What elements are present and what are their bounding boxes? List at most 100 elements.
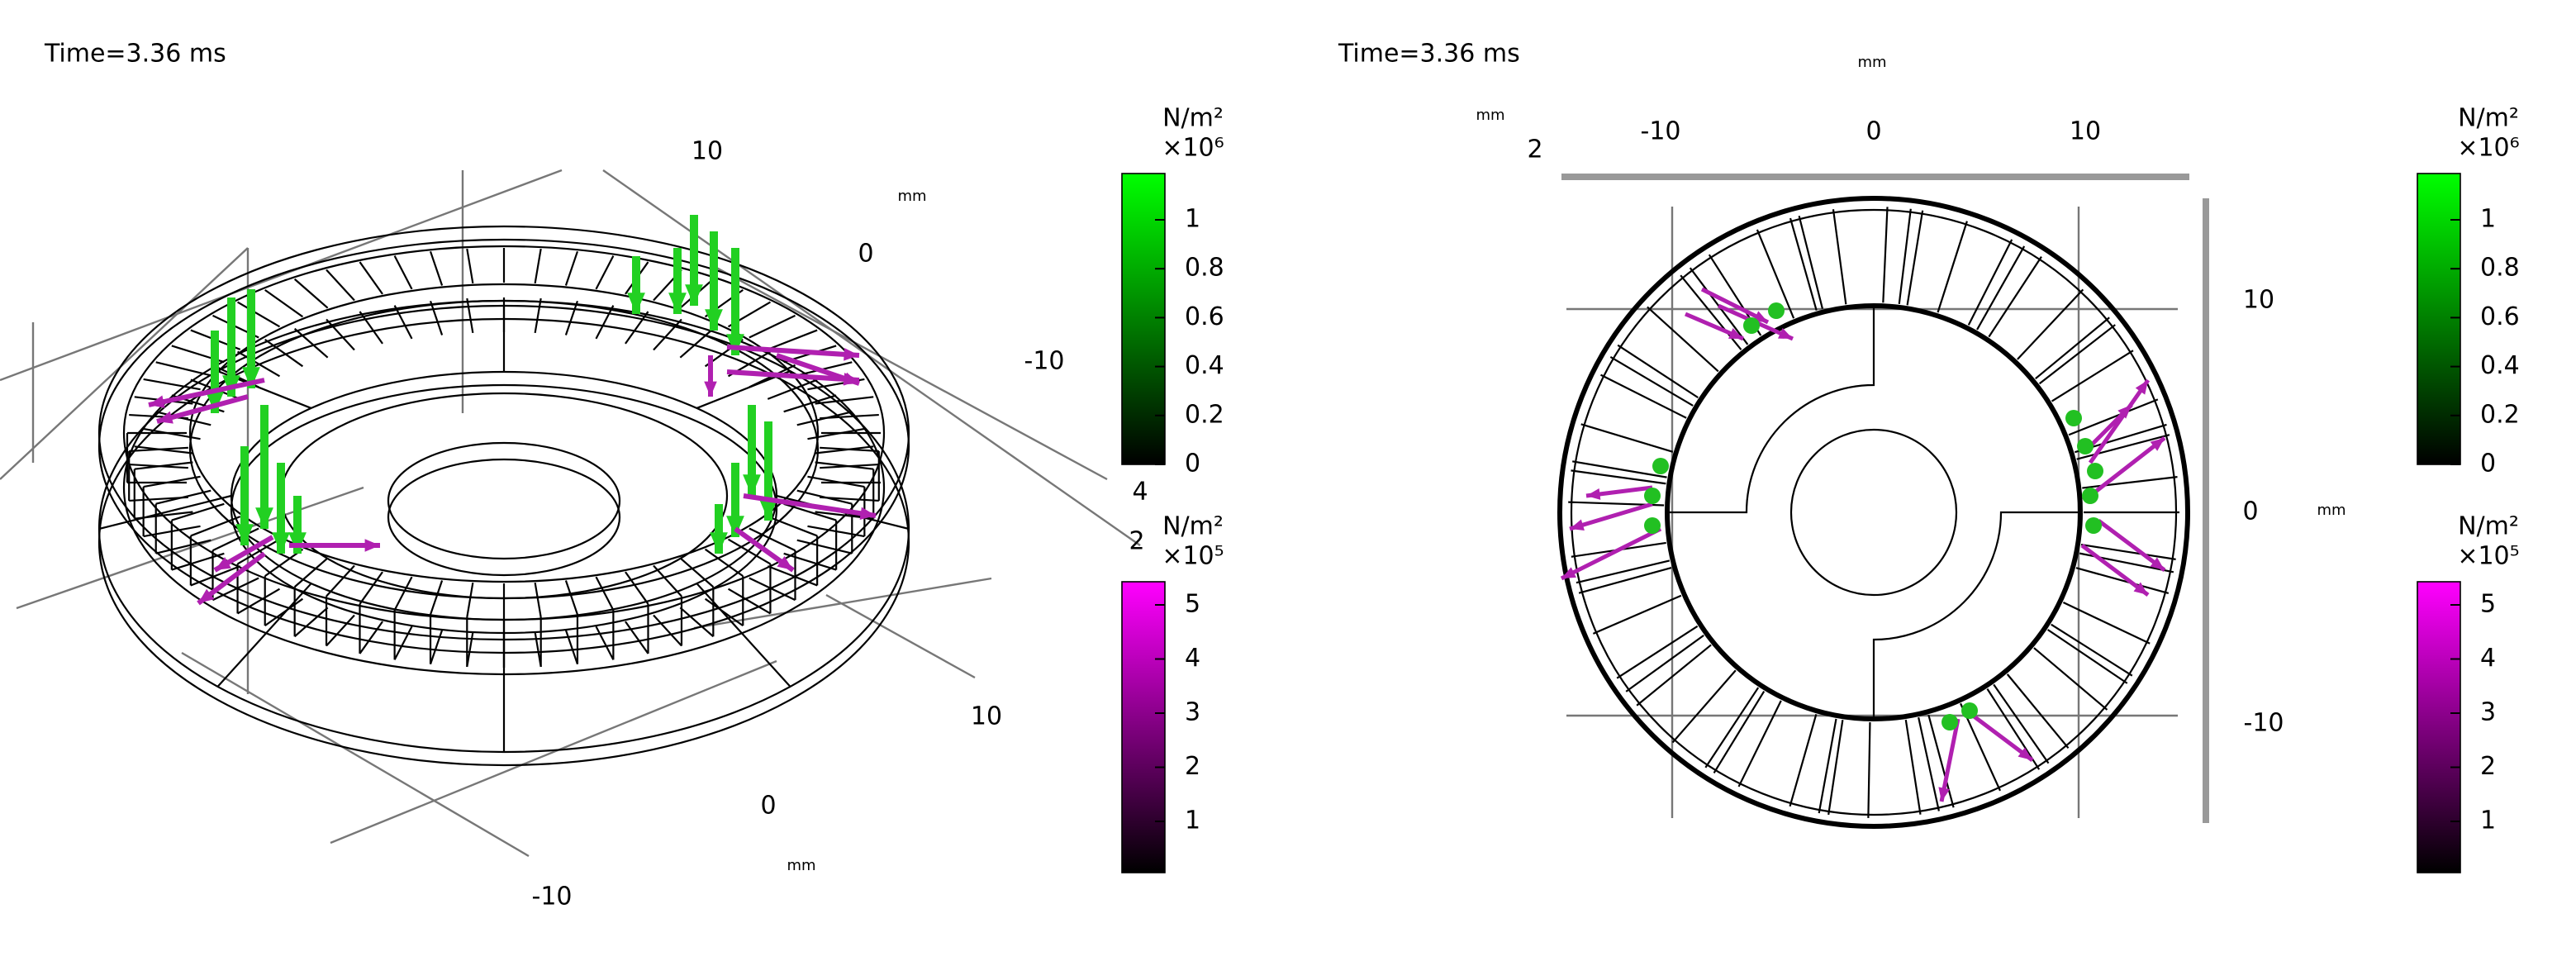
tooth <box>679 327 715 359</box>
colorbar-unit: N/m² <box>1162 104 1224 133</box>
tooth <box>815 445 874 454</box>
tooth <box>2038 324 2116 385</box>
arrow-head <box>242 367 260 388</box>
tooth <box>429 250 444 286</box>
colorbar-tick-label: 1 <box>2480 205 2496 234</box>
tooth <box>1609 356 1694 407</box>
tooth <box>359 621 383 654</box>
tooth <box>429 630 444 665</box>
force-dot <box>2065 410 2082 426</box>
force-arrow <box>1939 718 1961 802</box>
tooth <box>1578 566 1672 594</box>
tooth <box>1904 719 1922 815</box>
tooth <box>1636 644 1712 707</box>
tooth <box>815 396 874 405</box>
tooth <box>727 538 771 565</box>
tooth <box>796 361 853 377</box>
tooth <box>749 314 796 339</box>
axis-label: mm <box>1857 54 1886 71</box>
tooth <box>595 255 615 290</box>
tooth <box>429 300 444 335</box>
arrow-head <box>627 293 645 314</box>
tooth <box>129 496 188 502</box>
tooth <box>796 489 853 505</box>
tooth <box>171 502 225 521</box>
tooth <box>264 288 304 318</box>
tooth <box>1927 714 1955 808</box>
tooth <box>2051 623 2133 677</box>
tooth <box>393 305 413 340</box>
tooth <box>1798 215 1824 309</box>
colorbar-tick-label: 0.8 <box>2480 254 2520 283</box>
tooth <box>359 261 383 295</box>
arrow-head <box>2133 582 2148 595</box>
spoke <box>216 583 312 688</box>
time-label: Time=3.36 ms <box>44 40 226 69</box>
tooth <box>820 463 879 469</box>
force-dot <box>2082 488 2098 504</box>
axis-bar <box>2203 198 2209 823</box>
force-dot <box>2077 438 2094 454</box>
axis-label: 2 <box>1129 527 1144 556</box>
tooth <box>1906 210 1924 306</box>
colorbar-tick-label: 5 <box>2480 590 2496 619</box>
axis-line <box>825 593 976 679</box>
tooth <box>2082 476 2178 489</box>
tooth <box>564 580 579 616</box>
tooth <box>212 527 259 552</box>
tooth <box>1937 221 1968 313</box>
tooth <box>1918 716 1940 811</box>
axis-label: 10 <box>2243 286 2274 315</box>
colorbar-unit: N/m² <box>1162 512 1224 541</box>
colorbar-tick-label: 0.4 <box>1185 351 1224 380</box>
tooth <box>807 475 865 488</box>
tooth <box>1988 256 2042 338</box>
tooth <box>466 248 474 284</box>
colorbar-tick-label: 0.8 <box>1185 254 1224 283</box>
tooth <box>1967 239 2013 326</box>
tooth <box>466 631 474 668</box>
colorbar-tick-label: 4 <box>1185 644 1200 673</box>
tooth <box>393 626 413 660</box>
colorbar-tick-label: 2 <box>2480 752 2496 781</box>
tooth <box>326 614 355 647</box>
arrow-head <box>777 555 793 570</box>
tooth <box>2068 398 2159 436</box>
outline <box>279 392 729 600</box>
axis-label: 10 <box>692 137 723 166</box>
tooth <box>1580 423 1674 453</box>
tooth <box>1986 688 2041 770</box>
tooth <box>1756 229 1795 319</box>
tooth <box>625 311 649 345</box>
arrow-head <box>1561 567 1576 578</box>
tooth <box>2076 434 2170 460</box>
arrow-head <box>743 474 761 496</box>
outline <box>1789 428 1958 597</box>
tooth <box>2051 350 2134 402</box>
axis-label: mm <box>1476 107 1504 124</box>
tooth <box>767 516 818 537</box>
axis-label: -10 <box>532 883 573 911</box>
tooth <box>653 614 682 647</box>
axis-line <box>0 247 249 480</box>
force-dot <box>1961 702 1978 719</box>
colorbar-scale: ×10⁶ <box>2457 134 2519 163</box>
force-dot <box>1743 317 1760 334</box>
tooth <box>1576 559 1671 584</box>
axis-label: mm <box>897 188 926 205</box>
axis-label: 0 <box>2242 497 2258 526</box>
force-arrow <box>726 345 860 358</box>
axis-line <box>181 651 530 858</box>
tooth <box>155 539 211 554</box>
arrow-head <box>198 588 215 603</box>
spoke <box>98 494 232 531</box>
outline <box>387 441 621 560</box>
arrow-head <box>2150 438 2165 451</box>
tooth <box>2080 543 2176 560</box>
tooth <box>2035 316 2110 380</box>
tooth <box>767 329 818 350</box>
force-arrow <box>1965 709 2034 762</box>
tooth <box>653 564 682 597</box>
force-arrow <box>2089 436 2166 497</box>
arrow-head <box>843 372 859 385</box>
